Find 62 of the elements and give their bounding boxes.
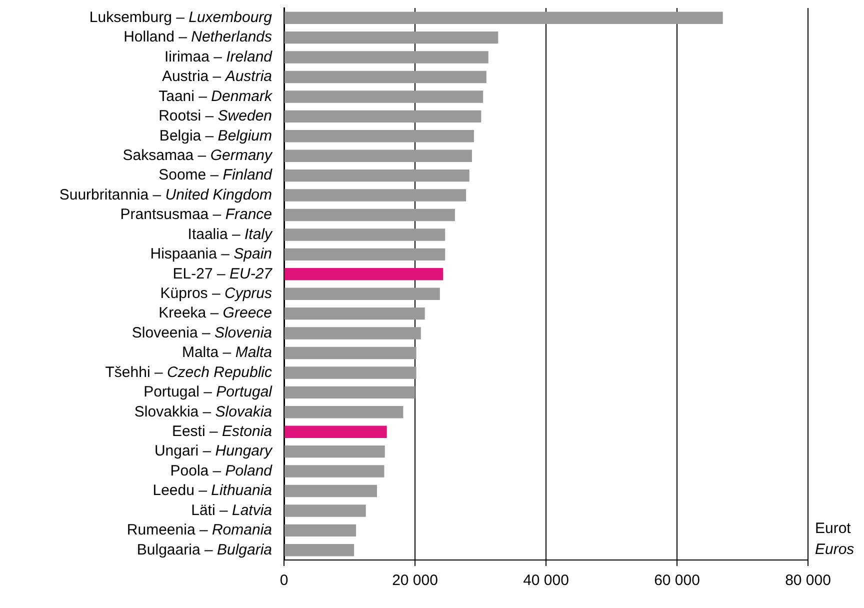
bar: [284, 189, 466, 202]
x-tick-label: 20 000: [392, 572, 438, 590]
bar: [284, 51, 488, 64]
y-tick-label: Suurbritannia – United Kingdom: [59, 186, 272, 204]
bar: [284, 12, 723, 24]
bar: [284, 307, 425, 320]
bar: [284, 70, 486, 84]
bar: [284, 208, 455, 222]
y-tick-label: Malta – Malta: [182, 344, 272, 362]
y-tick-label: Belgia – Belgium: [159, 127, 272, 144]
bar: [284, 268, 444, 280]
bar: [284, 90, 484, 103]
bar: [284, 150, 472, 162]
x-tick-label: 0: [280, 572, 288, 590]
y-tick-label: Saksamaa – Germany: [122, 147, 274, 164]
bar: [284, 248, 446, 261]
bar: [284, 406, 404, 418]
y-tick-label: Eesti – Estonia: [172, 423, 272, 440]
x-axis-title: Eurot Euros: [815, 520, 855, 558]
y-tick-label: Soome – Finland: [158, 166, 273, 184]
bar: [284, 524, 356, 537]
y-tick-label: Austria – Austria: [162, 68, 272, 86]
y-tick-label: Taani – Denmark: [158, 88, 274, 105]
y-tick-label: Ungari – Hungary: [154, 442, 274, 460]
y-tick-label: Itaalia – Italy: [188, 226, 274, 243]
x-tick-label: 80 000: [785, 572, 831, 590]
x-tick-label: 60 000: [654, 572, 700, 590]
bar: [284, 544, 354, 556]
y-tick-label: Portugal – Portugal: [144, 384, 273, 401]
x-tick-label: 40 000: [523, 572, 569, 590]
bar: [284, 445, 385, 458]
bar: [284, 346, 416, 360]
y-tick-label: Poola – Poland: [170, 462, 273, 480]
y-tick-label: Iirimaa – Ireland: [164, 48, 273, 66]
y-tick-label: Rumeenia – Romania: [126, 522, 272, 539]
y-tick-label: Luksemburg – Luxembourg: [89, 9, 273, 26]
bar: [284, 228, 446, 241]
y-tick-label: EL-27 – EU-27: [172, 265, 273, 282]
bar: [284, 327, 421, 340]
y-tick-label: Kreeka – Greece: [158, 304, 272, 322]
y-tick-label: Rootsi – Sweden: [158, 108, 272, 125]
y-tick-label: Bulgaaria – Bulgaria: [136, 541, 272, 558]
bar: [284, 504, 366, 517]
y-tick-label: Prantsusmaa – France: [120, 206, 272, 224]
bar: [284, 386, 415, 399]
y-tick-label: Holland – Netherlands: [124, 28, 272, 46]
bar: [284, 484, 378, 498]
y-tick-label: Sloveenia – Slovenia: [132, 324, 272, 342]
bar: [284, 465, 384, 478]
bar: [284, 426, 387, 438]
bar: [284, 130, 474, 142]
bar: [284, 110, 482, 123]
bar: [284, 31, 498, 44]
y-tick-label: Küpros – Cyprus: [160, 285, 272, 302]
bar: [284, 288, 440, 300]
y-tick-label: Hispaania – Spain: [150, 246, 272, 263]
y-tick-label: Slovakkia – Slovakia: [134, 403, 272, 420]
bar: [284, 169, 470, 182]
y-tick-label: Tšehhi – Czech Republic: [105, 364, 272, 381]
bar: [284, 366, 416, 379]
y-tick-label: Leedu – Lithuania: [152, 482, 272, 500]
y-tick-label: Läti – Latvia: [191, 502, 272, 519]
